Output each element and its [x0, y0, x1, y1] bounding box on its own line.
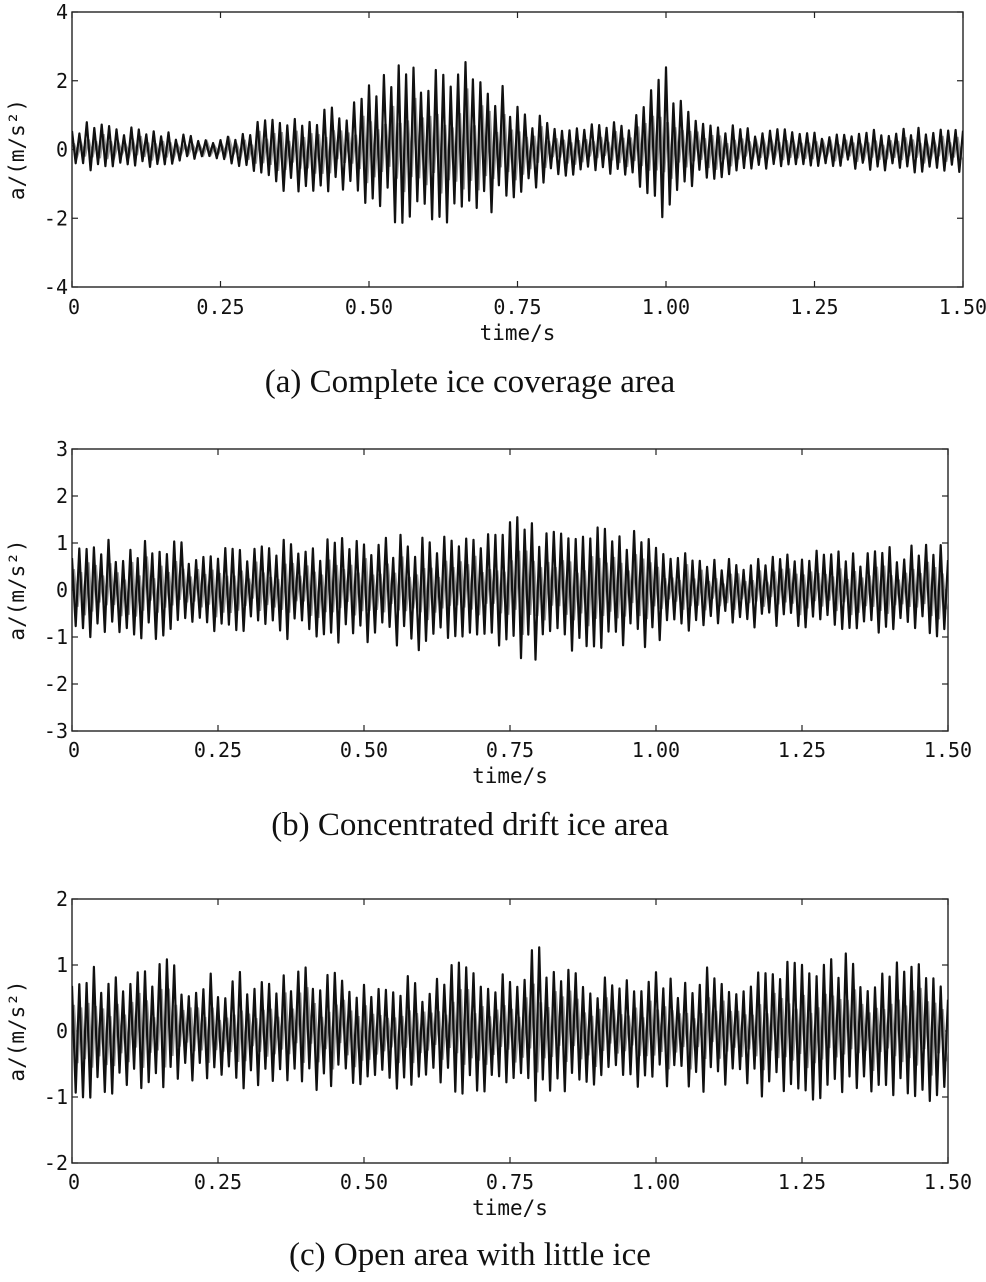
x-tick-label: 1.50 — [924, 738, 972, 762]
x-axis-label: time/s — [472, 1196, 548, 1220]
y-axis-label: a/(m/s²) — [5, 99, 29, 200]
x-tick-label: 1.25 — [778, 738, 826, 762]
panel-caption: (b) Concentrated drift ice area — [271, 807, 669, 843]
y-tick-label: -3 — [44, 719, 68, 743]
y-tick-label: 2 — [56, 887, 68, 911]
y-tick-label: -4 — [44, 275, 68, 299]
x-tick-label: 0 — [68, 738, 80, 762]
x-tick-label: 0 — [68, 1170, 80, 1194]
y-tick-label: 0 — [56, 138, 68, 162]
y-tick-label: 0 — [56, 578, 68, 602]
chart-panel-3: 0 0.25 0.50 0.75 1.00 1.25 1.50 -2 -1 0 1 2 time/s a/… — [5, 887, 972, 1273]
x-axis-label: time/s — [480, 321, 556, 345]
y-tick-label: 1 — [56, 953, 68, 977]
y-tick-label: 2 — [56, 484, 68, 508]
x-tick-label: 0.25 — [196, 295, 244, 319]
chart-panel-1: 0 0.25 0.50 0.75 1.00 1.25 1.50 -4 -2 0 2 4 time/s a/… — [5, 0, 986, 400]
y-tick-label: -2 — [44, 206, 68, 230]
x-tick-label: 0.25 — [194, 1170, 242, 1194]
x-tick-label: 0.75 — [493, 295, 541, 319]
signal-trace — [72, 61, 963, 224]
x-tick-label: 0.75 — [486, 738, 534, 762]
chart-panel-2: 0 0.25 0.50 0.75 1.00 1.25 1.50 -3 -2 -1 0 1 2 3 time/… — [5, 437, 972, 843]
y-tick-label: 0 — [56, 1019, 68, 1043]
x-tick-label: 1.00 — [632, 1170, 680, 1194]
panel-caption: (c) Open area with little ice — [289, 1237, 651, 1273]
x-tick-label: 1.25 — [790, 295, 838, 319]
x-tick-label: 0 — [68, 295, 80, 319]
y-tick-label: -1 — [44, 1085, 68, 1109]
y-axis-label: a/(m/s²) — [5, 980, 29, 1081]
x-tick-label: 1.00 — [642, 295, 690, 319]
x-axis-label: time/s — [472, 764, 548, 788]
x-tick-label: 0.50 — [340, 738, 388, 762]
x-tick-label: 1.00 — [632, 738, 680, 762]
y-axis-label: a/(m/s²) — [5, 539, 29, 640]
panel-caption: (a) Complete ice coverage area — [265, 364, 676, 400]
y-tick-label: 4 — [56, 0, 68, 24]
y-tick-label: -2 — [44, 672, 68, 696]
y-tick-label: 1 — [56, 531, 68, 555]
x-tick-label: 0.25 — [194, 738, 242, 762]
x-tick-label: 0.75 — [486, 1170, 534, 1194]
signal-trace — [72, 516, 948, 661]
x-tick-label: 1.50 — [939, 295, 986, 319]
x-tick-label: 1.50 — [924, 1170, 972, 1194]
x-tick-label: 0.50 — [340, 1170, 388, 1194]
x-tick-label: 0.50 — [345, 295, 393, 319]
y-tick-label: -2 — [44, 1151, 68, 1175]
y-tick-label: 2 — [56, 69, 68, 93]
x-tick-label: 1.25 — [778, 1170, 826, 1194]
y-tick-label: -1 — [44, 625, 68, 649]
signal-trace — [72, 946, 948, 1103]
y-tick-label: 3 — [56, 437, 68, 461]
